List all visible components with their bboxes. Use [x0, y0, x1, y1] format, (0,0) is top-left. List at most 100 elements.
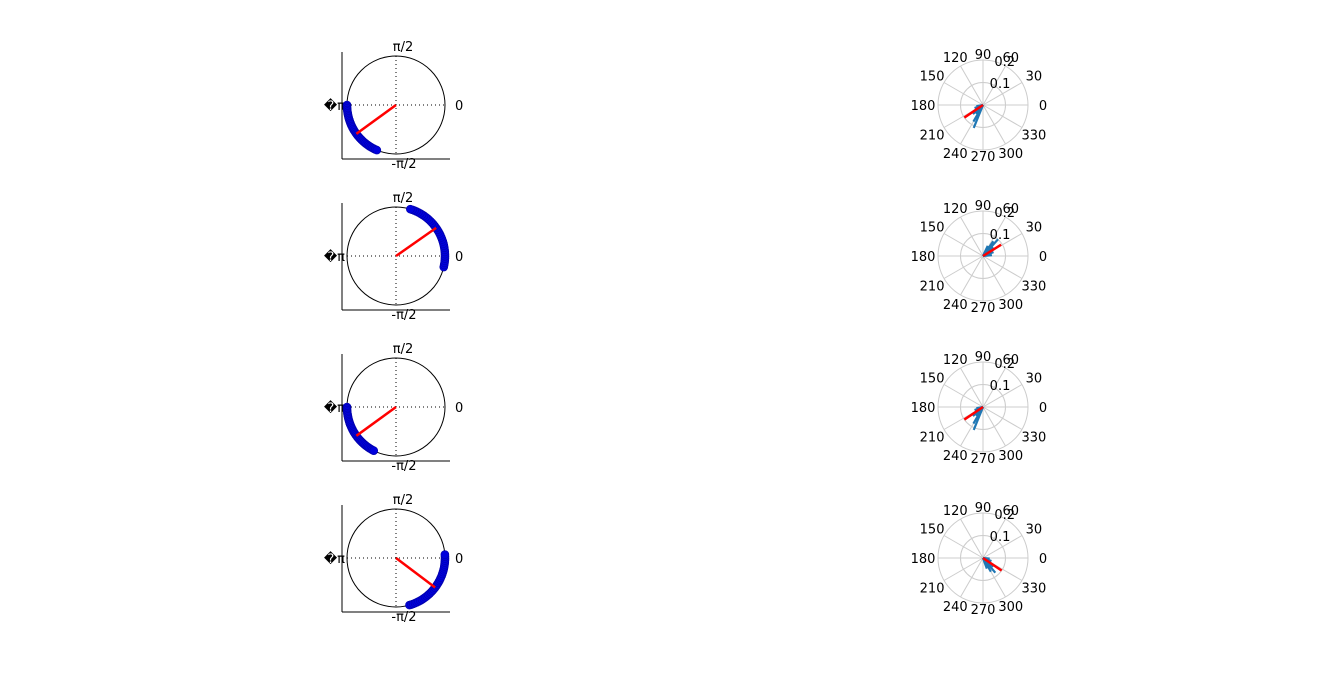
angle-tick-label: 90	[975, 501, 992, 516]
angle-tick-label: 210	[920, 128, 945, 143]
mean-vector	[963, 405, 984, 421]
tick-label-top: π/2	[393, 40, 413, 55]
tick-label-right: 0	[455, 250, 463, 265]
radial-gridline	[960, 233, 1006, 279]
radial-tick-label: 0.2	[994, 206, 1015, 221]
circular-phase-plot-3: π/2 0 -π/2 �π	[324, 191, 463, 323]
angle-tick-label: 300	[998, 600, 1023, 615]
angle-tick-label: 60	[1002, 353, 1019, 368]
mean-vector	[982, 556, 1003, 572]
angle-tick-label: 0	[1039, 250, 1047, 265]
tick-label-left: �π	[324, 248, 345, 265]
tick-label-right: 0	[455, 552, 463, 567]
tick-label-bottom: -π/2	[391, 308, 416, 323]
angle-tick-label: 150	[920, 523, 945, 538]
data-point	[372, 145, 382, 155]
data-point	[369, 446, 379, 455]
angle-tick-label: 330	[1022, 430, 1047, 445]
radial-gridline	[937, 512, 1029, 604]
angle-tick-label: 60	[1002, 202, 1019, 217]
radial-tick-label: 0.1	[990, 379, 1011, 394]
mean-vector	[395, 226, 437, 258]
angle-tick-label: 60	[1002, 51, 1019, 66]
tick-label-left: �π	[324, 550, 345, 567]
angle-tick-label: 30	[1026, 221, 1043, 236]
tick-label-left: �π	[324, 399, 345, 416]
angle-tick-label: 0	[1039, 99, 1047, 114]
polar-histogram-6: 0.1 0.2 0 30 60 90 120 150 180 210 240 270 300 330	[911, 350, 1048, 467]
angle-tick-label: 270	[971, 603, 996, 618]
data-point	[440, 550, 450, 559]
tick-label-right: 0	[455, 99, 463, 114]
angle-tick-label: 330	[1022, 581, 1047, 596]
polar-histogram-8: 0.1 0.2 0 30 60 90 120 150 180 210 240 270 300 330	[911, 501, 1048, 618]
data-point	[406, 204, 415, 214]
angle-tick-label: 150	[920, 221, 945, 236]
tick-label-right: 0	[455, 401, 463, 416]
angle-tick-label: 60	[1002, 504, 1019, 519]
tick-label-top: π/2	[393, 191, 413, 206]
angle-tick-label: 120	[943, 504, 968, 519]
angle-tick-label: 120	[943, 51, 968, 66]
angle-tick-label: 240	[943, 600, 968, 615]
angle-tick-label: 30	[1026, 372, 1043, 387]
circular-phase-plot-1: π/2 0 -π/2 �π	[324, 40, 463, 172]
radial-tick-label: 0.1	[990, 77, 1011, 92]
angle-tick-label: 270	[971, 150, 996, 165]
tick-label-bottom: -π/2	[391, 610, 416, 625]
angle-tick-label: 150	[920, 372, 945, 387]
mean-vector	[982, 243, 1002, 258]
angle-tick-label: 150	[920, 70, 945, 85]
histogram-bar	[972, 406, 985, 431]
angle-tick-label: 210	[920, 581, 945, 596]
histogram-bar	[972, 104, 985, 129]
angle-tick-label: 180	[911, 250, 936, 265]
polar-histogram-4: 0.1 0.2 0 30 60 90 120 150 180 210 240 270 300 330	[911, 199, 1048, 316]
angle-tick-label: 90	[975, 199, 992, 214]
angle-tick-label: 330	[1022, 279, 1047, 294]
angle-tick-label: 0	[1039, 552, 1047, 567]
radial-tick-label: 0.2	[994, 357, 1015, 372]
angle-tick-label: 240	[943, 449, 968, 464]
radial-tick-label: 0.2	[994, 508, 1015, 523]
mean-vector	[395, 557, 436, 589]
angle-tick-label: 0	[1039, 401, 1047, 416]
tick-label-bottom: -π/2	[391, 459, 416, 474]
angle-tick-label: 180	[911, 552, 936, 567]
angle-tick-label: 180	[911, 401, 936, 416]
mean-vector	[355, 405, 397, 437]
angle-tick-label: 30	[1026, 523, 1043, 538]
angle-tick-label: 210	[920, 430, 945, 445]
angle-tick-label: 210	[920, 279, 945, 294]
polar-histogram-2: 0.1 0.2 0 30 60 90 120 150 180 210 240 270 300 330	[911, 48, 1048, 165]
angle-tick-label: 90	[975, 48, 992, 63]
angle-tick-label: 330	[1022, 128, 1047, 143]
radial-gridline	[937, 361, 1029, 453]
tick-label-left: �π	[324, 97, 345, 114]
angle-tick-label: 240	[943, 298, 968, 313]
radial-gridline	[937, 59, 1029, 151]
angle-tick-label: 270	[971, 452, 996, 467]
radial-gridline	[960, 82, 1006, 128]
radial-tick-label: 0.1	[990, 530, 1011, 545]
angle-tick-label: 90	[975, 350, 992, 365]
angle-tick-label: 120	[943, 202, 968, 217]
angle-tick-label: 270	[971, 301, 996, 316]
radial-gridline	[960, 384, 1006, 430]
mean-vector	[963, 103, 984, 119]
radial-tick-label: 0.2	[994, 55, 1015, 70]
radial-gridline	[937, 210, 1029, 302]
circular-phase-plot-5: π/2 0 -π/2 �π	[324, 342, 463, 474]
mean-vector	[355, 103, 397, 135]
angle-tick-label: 120	[943, 353, 968, 368]
circular-phase-plot-7: π/2 0 -π/2 �π	[324, 493, 463, 625]
angle-tick-label: 300	[998, 298, 1023, 313]
radial-gridline	[960, 535, 1006, 581]
angle-tick-label: 300	[998, 147, 1023, 162]
angle-tick-label: 180	[911, 99, 936, 114]
angle-tick-label: 240	[943, 147, 968, 162]
radial-tick-label: 0.1	[990, 228, 1011, 243]
tick-label-top: π/2	[393, 342, 413, 357]
angle-tick-label: 30	[1026, 70, 1043, 85]
